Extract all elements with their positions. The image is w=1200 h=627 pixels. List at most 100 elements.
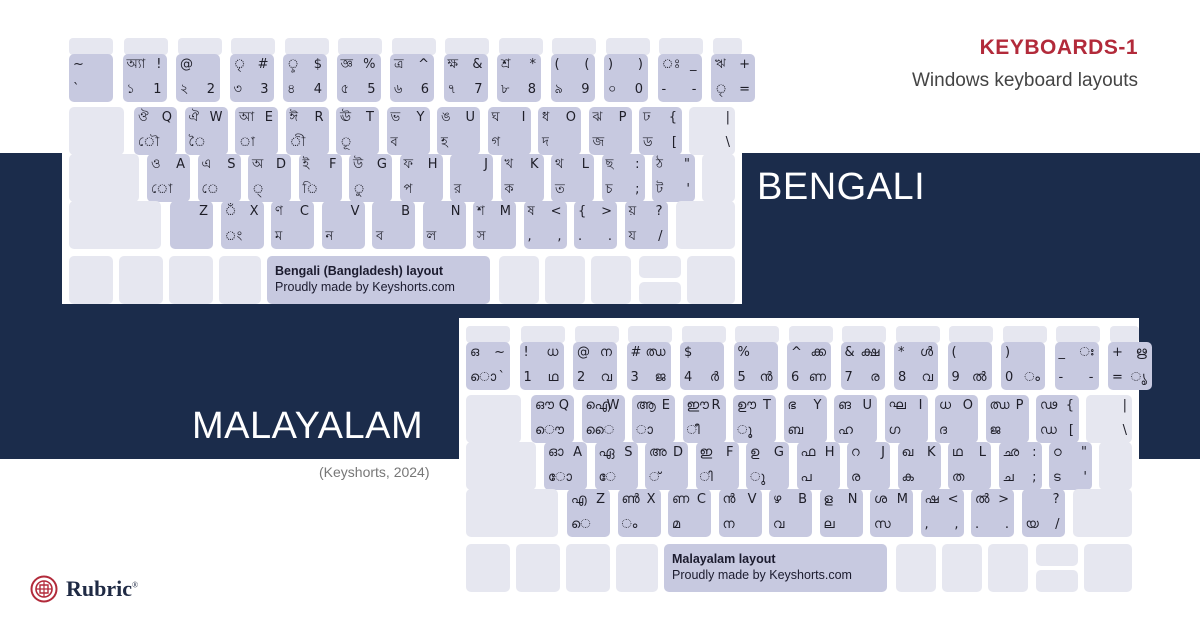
- function-key[interactable]: [1110, 326, 1139, 343]
- arrow-right-key[interactable]: [1084, 544, 1132, 592]
- key[interactable]: থ L ত: [551, 154, 594, 202]
- arrow-right-key[interactable]: [687, 256, 735, 304]
- key[interactable]: ഷ <,,: [920, 489, 964, 537]
- key[interactable]: য়? য /: [624, 201, 668, 249]
- enter-key[interactable]: [1099, 442, 1132, 490]
- key[interactable]: @২ 2: [176, 54, 220, 102]
- modifier-key[interactable]: [591, 256, 631, 304]
- function-key[interactable]: [628, 326, 672, 343]
- key[interactable]: ই Fি: [298, 154, 342, 202]
- layout-info-key[interactable]: Bengali (Bangladesh) layout Proudly made …: [267, 256, 490, 304]
- right-shift-key[interactable]: [676, 201, 735, 249]
- key[interactable]: ঐ Wৈ: [184, 107, 228, 155]
- key[interactable]: অ্যা! ১ 1: [122, 54, 167, 102]
- function-key[interactable]: [1003, 326, 1047, 343]
- key[interactable]: | \: [689, 107, 735, 155]
- layout-info-key[interactable]: Malayalam layout Proudly made by Keyshort…: [664, 544, 887, 592]
- function-key[interactable]: [69, 38, 113, 55]
- key[interactable]: অ D্: [248, 154, 291, 202]
- function-key[interactable]: [896, 326, 940, 343]
- key[interactable]: জ্ঞ% ৫ 5: [336, 54, 381, 102]
- key[interactable]: ഠ " ട ': [1049, 442, 1092, 490]
- left-shift-key[interactable]: [466, 489, 558, 537]
- enter-key[interactable]: [702, 154, 735, 202]
- modifier-key[interactable]: [516, 544, 560, 592]
- key[interactable]: @ ന 2 വ: [573, 342, 617, 390]
- key[interactable]: ণ C ম: [271, 201, 314, 249]
- key[interactable]: আ Eা: [235, 107, 278, 155]
- key[interactable]: ঋ +ৃ =: [711, 54, 755, 102]
- key[interactable]: ঃ _ - -: [657, 54, 702, 102]
- key[interactable]: ആ Eാ: [632, 395, 675, 443]
- function-key[interactable]: [949, 326, 993, 343]
- arrow-down-key[interactable]: [639, 282, 681, 304]
- key[interactable]: ഐ Wൈ: [581, 395, 625, 443]
- modifier-key[interactable]: [988, 544, 1028, 592]
- modifier-key[interactable]: [69, 256, 113, 304]
- function-key[interactable]: [842, 326, 886, 343]
- key[interactable]: ঁ Xং: [220, 201, 264, 249]
- key[interactable]: _ഃ - -: [1054, 342, 1099, 390]
- key[interactable]: ত্র ^ ৬ 6: [390, 54, 434, 102]
- modifier-key[interactable]: [566, 544, 610, 592]
- function-key[interactable]: [606, 38, 650, 55]
- key[interactable]: ^ ക്ക 6 ണ: [787, 342, 831, 390]
- key[interactable]: ഉ Gു: [746, 442, 789, 490]
- key[interactable]: ছ: চ;: [601, 154, 645, 202]
- key[interactable]: )) ০ 0: [604, 54, 648, 102]
- right-shift-key[interactable]: [1073, 489, 1132, 537]
- modifier-key[interactable]: [896, 544, 936, 592]
- key[interactable]: ! ധ 1 ഥ: [519, 342, 564, 390]
- key[interactable]: ഒ ~ൊ `: [466, 342, 510, 390]
- key[interactable]: ষ <,,: [523, 201, 567, 249]
- key[interactable]: ഈ Rീ: [682, 395, 726, 443]
- tab-key[interactable]: [69, 107, 124, 155]
- key[interactable]: ~ `: [69, 54, 113, 102]
- function-key[interactable]: [466, 326, 510, 343]
- caps-lock-key[interactable]: [69, 154, 139, 202]
- key[interactable]: * ൾ 8 വ: [894, 342, 938, 390]
- modifier-key[interactable]: [119, 256, 163, 304]
- function-key[interactable]: [338, 38, 382, 55]
- key[interactable]: ঢ {ড [: [639, 107, 682, 155]
- key[interactable]: $4 ർ: [680, 342, 724, 390]
- key[interactable]: ৢ $৪ 4: [283, 54, 327, 102]
- modifier-key[interactable]: [616, 544, 658, 592]
- modifier-key[interactable]: [942, 544, 982, 592]
- key[interactable]: ൺ Xം: [617, 489, 661, 537]
- key[interactable]: (9 ൽ: [947, 342, 992, 390]
- key[interactable]: & ക്ഷ 7 ര: [840, 342, 885, 390]
- function-key[interactable]: [1056, 326, 1100, 343]
- key[interactable]: % 5 ൻ: [733, 342, 778, 390]
- key[interactable]: ৃ #৩ 3: [229, 54, 274, 102]
- key[interactable]: + ഋ =ൃ: [1108, 342, 1152, 390]
- function-key[interactable]: [552, 38, 596, 55]
- function-key[interactable]: [285, 38, 329, 55]
- caps-lock-key[interactable]: [466, 442, 536, 490]
- function-key[interactable]: [735, 326, 779, 343]
- function-key[interactable]: [231, 38, 275, 55]
- key[interactable]: ঊ Tূ: [336, 107, 379, 155]
- tab-key[interactable]: [466, 395, 521, 443]
- function-key[interactable]: [178, 38, 222, 55]
- function-key[interactable]: [713, 38, 742, 55]
- key[interactable]: ঘ I গ: [487, 107, 531, 155]
- key[interactable]: এ Sে: [197, 154, 241, 202]
